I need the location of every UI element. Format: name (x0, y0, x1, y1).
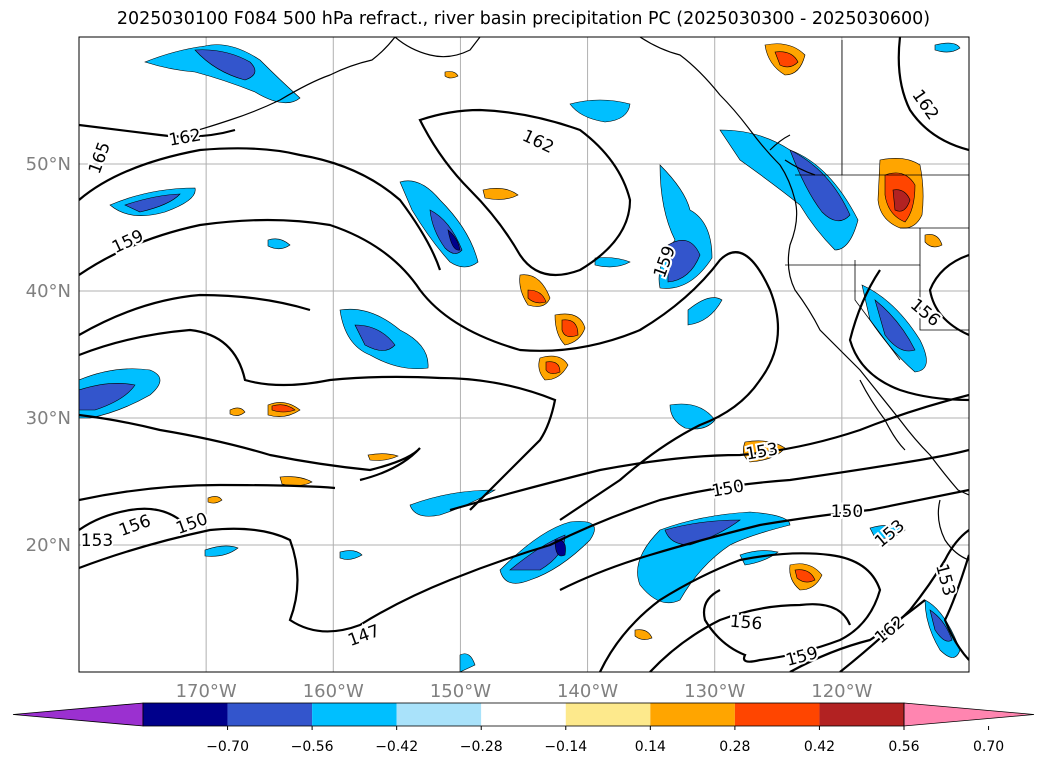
lon-tick-label: 120°W (811, 681, 872, 702)
colorbar-label: −0.56 (291, 739, 334, 755)
negative-pc-areas (79, 42, 961, 672)
coastlines (179, 37, 969, 561)
colorbar-label: −0.28 (460, 739, 503, 755)
state-borders (785, 40, 969, 361)
lon-tick-label: 140°W (557, 681, 618, 702)
contour-label: 150 (831, 502, 863, 522)
colorbar-label: −0.42 (375, 739, 418, 755)
lon-tick-label: 130°W (684, 681, 745, 702)
colorbar-swatch (734, 703, 820, 726)
lon-tick-label: 170°W (176, 681, 237, 702)
colorbar-swatch (481, 703, 566, 726)
colorbar-swatch (565, 703, 651, 726)
colorbar-swatch (650, 703, 735, 726)
colorbar-swatch (227, 703, 313, 726)
colorbar-swatch (396, 703, 482, 726)
colorbar: −0.70 −0.56 −0.42 −0.28 −0.14 0.14 0.28 0.42 0.5… (12, 702, 1035, 755)
contour-label: 156 (729, 612, 763, 635)
map-frame (78, 36, 970, 673)
lat-tick-label: 50°N (26, 154, 71, 175)
colorbar-label: 0.42 (804, 739, 835, 755)
colorbar-label: 0.56 (888, 739, 919, 755)
contour-label: 153 (81, 531, 113, 551)
colorbar-label: 0.70 (973, 739, 1004, 755)
colorbar-label: 0.28 (719, 739, 750, 755)
colorbar-swatch (143, 703, 228, 726)
colorbar-label: −0.70 (206, 739, 249, 755)
lon-axis-labels: 170°W 160°W 150°W 140°W 130°W 120°W (176, 681, 873, 702)
lat-axis-labels: 20°N 30°N 40°N 50°N (26, 154, 71, 556)
lat-tick-label: 20°N (26, 535, 71, 556)
lat-tick-label: 40°N (26, 281, 71, 302)
colorbar-extend-low (12, 702, 144, 727)
colorbar-swatch (312, 703, 397, 726)
refract-contours (79, 37, 969, 672)
colorbar-swatch (819, 703, 904, 726)
lon-tick-label: 160°W (303, 681, 364, 702)
lat-tick-label: 30°N (26, 408, 71, 429)
colorbar-frame (142, 702, 905, 727)
colorbar-label: 0.14 (635, 739, 666, 755)
colorbar-extend-high (903, 702, 1035, 727)
colorbar-label: −0.14 (544, 739, 587, 755)
lon-tick-label: 150°W (430, 681, 491, 702)
map-title: 2025030100 F084 500 hPa refract., river … (116, 9, 931, 29)
